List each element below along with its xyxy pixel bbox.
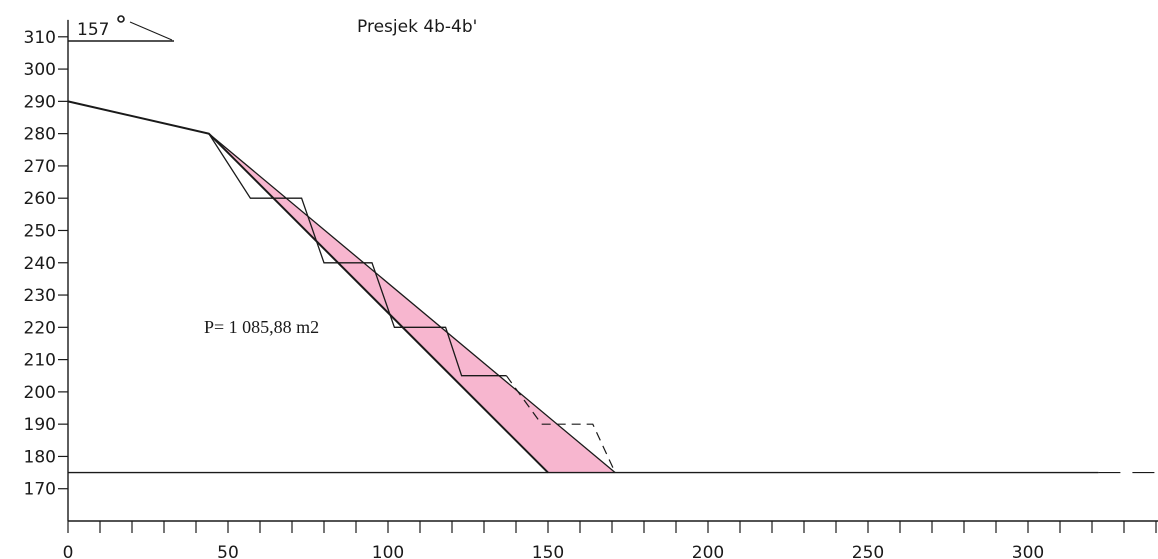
y-tick-label: 310 — [24, 28, 56, 48]
y-tick-label: 220 — [24, 318, 56, 338]
y-tick-label: 250 — [24, 221, 56, 241]
y-tick-label: 260 — [24, 189, 56, 209]
section-title: Presjek 4b-4b' — [357, 17, 477, 37]
y-tick-label: 230 — [24, 286, 56, 306]
final-slope-line — [208, 133, 616, 474]
bench-profile-dashed-line — [505, 375, 616, 473]
y-tick-label: 270 — [24, 157, 56, 177]
terrain-profile-line — [67, 100, 549, 474]
y-tick-label: 200 — [24, 383, 56, 403]
x-tick-label: 300 — [1012, 543, 1044, 559]
y-tick-label: 170 — [24, 480, 56, 500]
x-tick-label: 200 — [692, 543, 724, 559]
y-tick-label: 190 — [24, 415, 56, 435]
y-tick-label: 290 — [24, 92, 56, 112]
azimuth-value: 157 — [77, 20, 109, 40]
axes-layer: 170 180 190 200 210 220 230 240 250 260 270 280 290 3… — [24, 19, 1158, 559]
y-tick-label: 280 — [24, 125, 56, 145]
x-tick-label: 150 — [532, 543, 564, 559]
bench-profile-line — [208, 133, 507, 377]
profile-layer — [67, 100, 1156, 474]
y-tick-label: 300 — [24, 60, 56, 80]
y-tick-label: 180 — [24, 447, 56, 467]
x-tick-label: 100 — [372, 543, 404, 559]
x-tick-label: 0 — [63, 543, 74, 559]
area-annotation: P= 1 085,88 m2 — [204, 317, 319, 337]
x-tick-label: 250 — [852, 543, 884, 559]
degree-symbol — [117, 15, 125, 23]
azimuth-arrow-line — [129, 21, 173, 41]
y-tick-label: 210 — [24, 351, 56, 371]
azimuth-indicator: 157 — [68, 15, 174, 42]
y-tick-label: 240 — [24, 254, 56, 274]
x-tick-label: 50 — [217, 543, 239, 559]
